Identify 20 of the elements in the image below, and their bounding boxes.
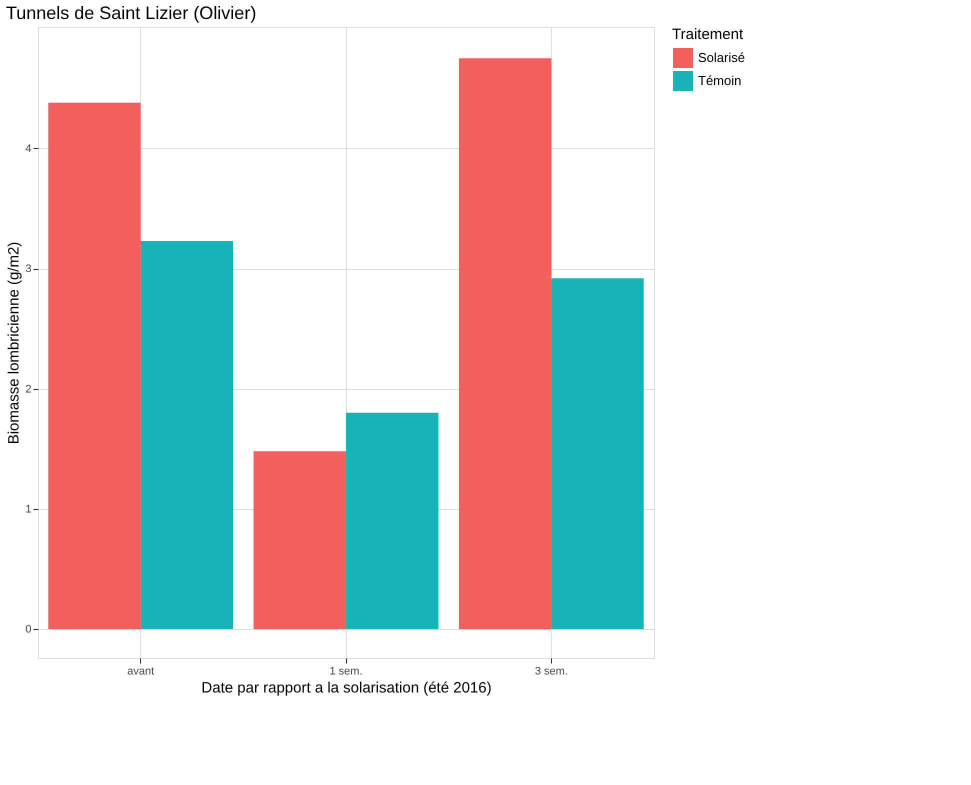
bar: [551, 278, 644, 630]
bar: [346, 412, 438, 630]
chart-title: Tunnels de Saint Lizier (Olivier): [6, 3, 256, 23]
x-tick-label: 3 sem.: [534, 666, 568, 678]
y-tick-label: 1: [25, 503, 32, 516]
bar: [140, 240, 234, 630]
legend-label: Témoin: [698, 73, 742, 88]
bar: [254, 451, 346, 630]
bar: [458, 58, 552, 630]
y-tick-label: 0: [25, 624, 32, 636]
y-tick-label: 2: [25, 383, 32, 396]
legend-label: Solarisé: [698, 50, 745, 65]
y-tick-label: 3: [25, 263, 32, 276]
x-tick-label: 1 sem.: [329, 666, 363, 678]
y-axis-title: Biomasse lombricienne (g/m2): [5, 242, 22, 444]
bar: [48, 102, 141, 630]
y-tick-label: 4: [25, 142, 32, 155]
x-tick-label: avant: [127, 666, 154, 678]
x-axis-title: Date par rapport a la solarisation (été 2016): [201, 680, 492, 696]
legend-title: Traitement: [672, 26, 744, 43]
